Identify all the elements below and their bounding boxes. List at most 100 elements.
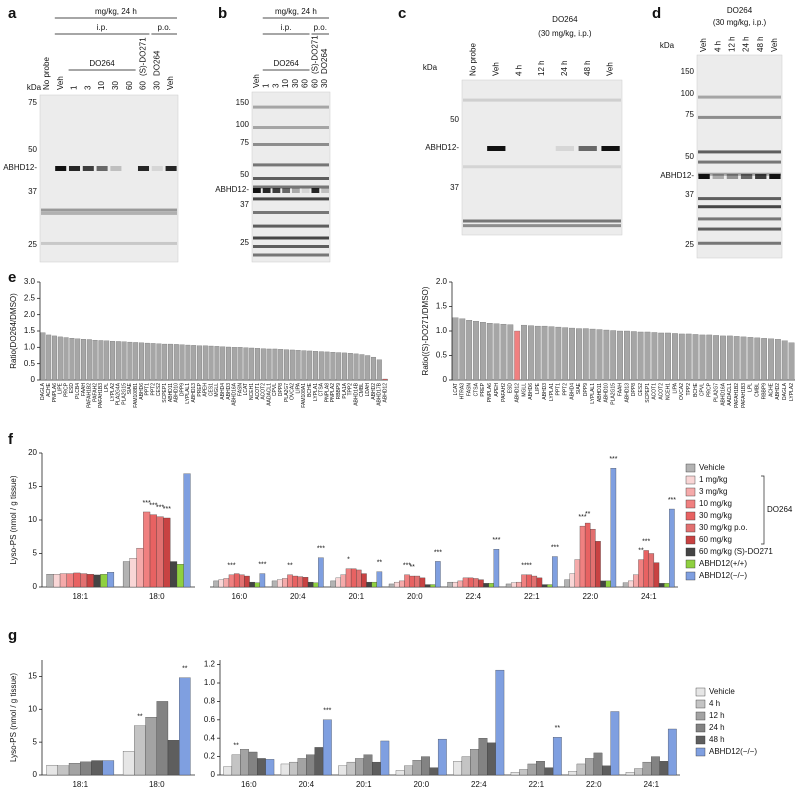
panel-label: g	[8, 627, 17, 644]
x-tick-label: 16:0	[241, 780, 257, 789]
bar	[266, 348, 272, 381]
bar	[46, 764, 58, 776]
x-tick-label: 24:1	[643, 780, 659, 789]
bar	[643, 550, 649, 588]
bar	[473, 321, 479, 381]
legend-bracket	[761, 475, 765, 545]
lane-label: 60	[301, 79, 310, 88]
x-tick-label: SCPEP1	[645, 383, 651, 403]
bar	[628, 580, 634, 588]
lane-label: Veh	[491, 62, 500, 76]
bar	[437, 738, 447, 776]
x-tick-label: LYPLAL1	[185, 383, 191, 404]
y-tick-label: 0	[211, 770, 216, 779]
significance: ***	[668, 497, 676, 504]
header: mg/kg, 24 h	[95, 7, 137, 16]
y-tick-label: 3.0	[24, 277, 36, 286]
gel-band	[151, 166, 163, 171]
x-tick-label: ABHD11	[168, 383, 174, 402]
y-tick-label: 2.0	[436, 277, 448, 286]
legend-swatch	[685, 487, 696, 497]
x-tick-label: RBBP9	[336, 383, 342, 400]
bar	[324, 351, 330, 381]
kda-marker: 25	[685, 240, 694, 249]
bar	[292, 575, 298, 588]
gel-band	[96, 166, 108, 171]
x-tick-label: PAFAH2	[501, 383, 507, 402]
x-tick-label: 18:1	[72, 592, 88, 601]
gel-band	[463, 224, 621, 228]
bar	[115, 341, 121, 381]
significance: **	[377, 560, 383, 567]
x-tick-label: PLA2G15	[611, 383, 617, 405]
bar	[569, 327, 575, 381]
legend-label: 4 h	[709, 699, 720, 708]
bar	[404, 574, 410, 588]
bar	[527, 325, 534, 381]
bar	[552, 556, 558, 588]
bar	[740, 336, 747, 381]
bar	[208, 345, 214, 381]
x-tick-label: 22:0	[586, 780, 602, 789]
gel-band	[253, 236, 329, 240]
bar	[243, 347, 249, 381]
route: p.o.	[158, 23, 171, 32]
bar	[754, 337, 761, 381]
x-tick-label: LPL	[748, 383, 754, 392]
x-tick-label: ABHD13	[191, 383, 197, 403]
x-tick-label: ABHD6	[139, 383, 145, 400]
lane-label: 30	[320, 79, 329, 88]
x-tick-label: ABHD10	[604, 383, 610, 403]
x-tick-label: ABHD3	[542, 383, 548, 400]
bar	[548, 326, 555, 381]
bar	[505, 583, 512, 588]
bar	[672, 333, 678, 381]
significance: ***	[149, 502, 157, 509]
bar	[75, 338, 81, 381]
gel-band	[698, 174, 710, 179]
legend-label: 24 h	[709, 723, 725, 732]
x-tick-label: PLCB4	[75, 383, 81, 399]
bar	[86, 574, 94, 588]
lane-label: 10	[97, 81, 106, 90]
bar	[318, 351, 324, 381]
kda-marker: 37	[685, 190, 694, 199]
lane-label: Veh	[699, 38, 708, 52]
x-tick-label: ACHE	[46, 382, 52, 397]
panel-label: a	[8, 5, 17, 22]
bar	[272, 348, 278, 381]
x-tick-label: 22:1	[524, 592, 540, 601]
x-tick-label: PLA2G7	[284, 383, 290, 402]
y-tick-label: 0.5	[436, 351, 448, 360]
bar	[664, 583, 670, 588]
bar	[457, 580, 464, 588]
bar	[470, 749, 479, 776]
kda-marker: 25	[240, 238, 249, 247]
kda-marker: 100	[236, 120, 250, 129]
gel-band	[463, 165, 621, 169]
bar	[231, 754, 241, 776]
bar	[479, 322, 486, 381]
y-tick-label: 0.8	[204, 697, 216, 706]
gel-band	[55, 166, 67, 171]
x-tick-label: CPVL	[272, 383, 278, 396]
bar	[371, 356, 376, 381]
gel-band	[291, 188, 300, 193]
legend-label: 48 h	[709, 735, 725, 744]
bar	[624, 330, 630, 381]
significance: **	[526, 563, 532, 570]
gel-band	[578, 146, 597, 151]
gel-band	[165, 166, 177, 171]
significance: *	[347, 557, 350, 564]
bar	[307, 581, 314, 588]
route: i.p.	[97, 23, 108, 32]
y-tick-label: 15	[28, 482, 37, 491]
bar	[98, 340, 104, 381]
y-axis-label: Ratio((S)-DO271/DMSO)	[421, 286, 430, 375]
significance: **	[585, 511, 591, 518]
gel-band	[601, 146, 620, 151]
bar	[179, 344, 185, 381]
gel-band	[253, 163, 329, 167]
kda-marker: 50	[450, 115, 459, 124]
bar	[307, 350, 313, 381]
